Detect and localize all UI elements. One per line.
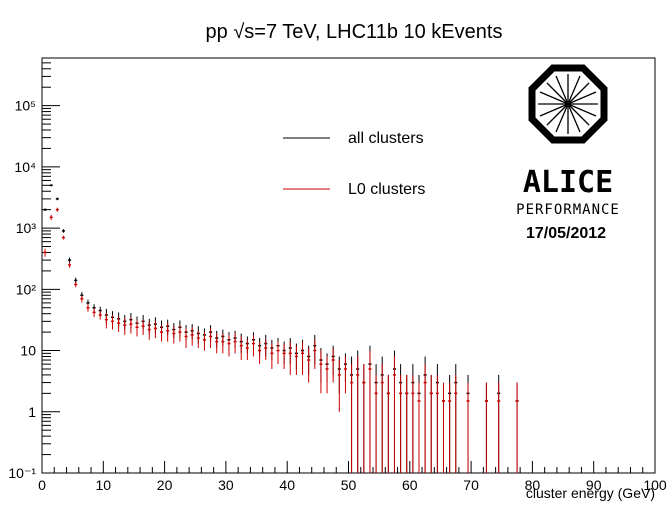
x-tick-label: 50	[341, 477, 357, 493]
legend-label: all clusters	[348, 130, 424, 147]
chart-title: pp √s=7 TeV, LHC11b 10 kEvents	[206, 21, 503, 43]
x-tick-label: 100	[643, 477, 667, 493]
logo-text: ALICE	[523, 165, 613, 200]
y-tick-label: 10³	[16, 220, 37, 236]
x-tick-label: 30	[218, 477, 234, 493]
y-tick-label: 10⁴	[14, 159, 36, 175]
x-tick-label: 20	[157, 477, 173, 493]
x-tick-label: 0	[38, 477, 46, 493]
x-tick-label: 70	[463, 477, 479, 493]
y-tick-label: 1	[28, 404, 36, 420]
x-tick-label: 60	[402, 477, 418, 493]
x-tick-label: 10	[96, 477, 112, 493]
y-tick-label: 10	[20, 343, 36, 359]
y-tick-label: 10²	[16, 281, 37, 297]
logo-subtext: PERFORMANCE	[516, 202, 620, 218]
y-tick-label: 10⁵	[15, 98, 36, 114]
legend-label: L0 clusters	[348, 181, 425, 198]
x-axis-label: cluster energy (GeV)	[526, 485, 655, 501]
x-tick-label: 40	[279, 477, 295, 493]
y-tick-label: 10⁻¹	[8, 465, 36, 481]
logo-date: 17/05/2012	[526, 225, 606, 242]
x-tick-label: 80	[525, 477, 541, 493]
x-tick-label: 90	[586, 477, 602, 493]
alice-logo: ALICE PERFORMANCE 17/05/2012	[516, 64, 620, 242]
